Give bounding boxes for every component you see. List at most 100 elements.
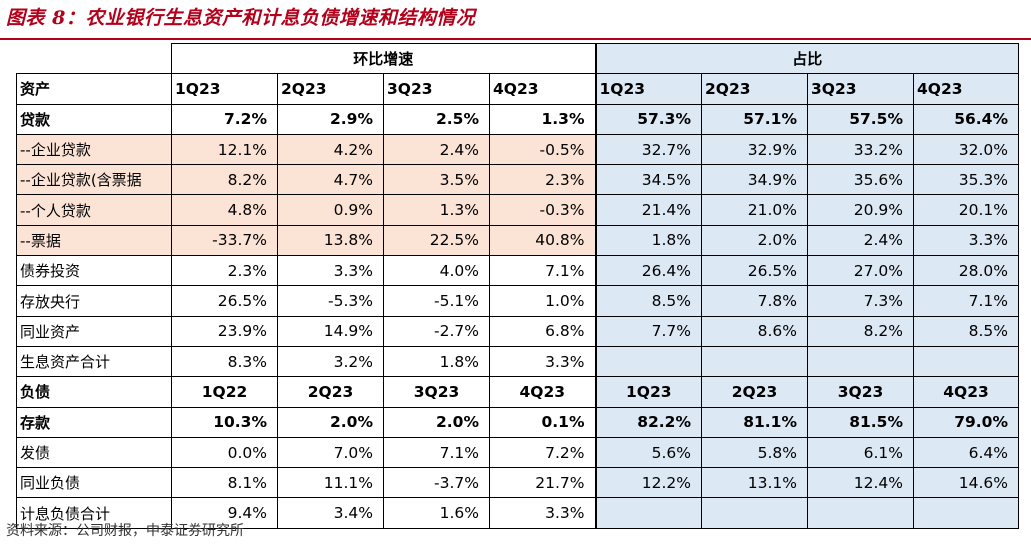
growth-cell: -33.7% bbox=[171, 224, 278, 257]
growth-cell: 4.7% bbox=[277, 164, 384, 196]
growth-cell: 0.1% bbox=[489, 406, 596, 438]
growth-cell: 2.4% bbox=[383, 133, 490, 166]
share-cell: 81.5% bbox=[807, 406, 914, 438]
growth-cell: 1.8% bbox=[383, 345, 490, 378]
share-cell bbox=[913, 345, 1019, 378]
growth-cell: 4.8% bbox=[171, 194, 278, 226]
share-cell: 26.4% bbox=[594, 255, 702, 287]
share-cell: 8.2% bbox=[807, 315, 914, 347]
growth-cell: 8.1% bbox=[171, 467, 278, 499]
growth-cell: 0.9% bbox=[277, 194, 384, 226]
growth-cell: 2.3% bbox=[171, 255, 278, 287]
share-cell bbox=[701, 497, 808, 529]
growth-cell: 7.1% bbox=[489, 255, 596, 287]
share-cell: 20.9% bbox=[807, 194, 914, 226]
growth-cell: 1.3% bbox=[489, 103, 596, 135]
growth-cell: 0.0% bbox=[171, 436, 278, 469]
table-row: --个人贷款 4.8% 0.9% 1.3% -0.3% 21.4% 21.0% 20.9% 20… bbox=[16, 194, 1019, 226]
growth-cell: 8.2% bbox=[171, 164, 278, 196]
share-cell: 2.0% bbox=[701, 224, 808, 257]
table-row: 计息负债合计 9.4% 3.4% 1.6% 3.3% bbox=[16, 497, 1019, 529]
share-cell: 3Q23 bbox=[807, 376, 914, 408]
growth-cell: 4Q23 bbox=[489, 376, 596, 408]
share-cell: 27.0% bbox=[807, 255, 914, 287]
share-cell: 57.5% bbox=[807, 103, 914, 135]
growth-cell: 2.0% bbox=[277, 406, 384, 438]
asset-section-label: 资产 bbox=[16, 73, 172, 105]
growth-cell: -5.1% bbox=[383, 285, 490, 317]
row-label: 存款 bbox=[16, 406, 172, 438]
share-cell: 3.3% bbox=[913, 224, 1019, 257]
share-cell: 34.5% bbox=[594, 164, 702, 196]
share-cell: 12.4% bbox=[807, 467, 914, 499]
table-row: 生息资产合计 8.3% 3.2% 1.8% 3.3% bbox=[16, 345, 1019, 378]
row-label: 同业资产 bbox=[16, 315, 172, 347]
growth-cell: 7.2% bbox=[171, 103, 278, 135]
growth-cell: 3.3% bbox=[277, 255, 384, 287]
share-cell: 5.8% bbox=[701, 436, 808, 469]
share-cell: 2Q23 bbox=[701, 376, 808, 408]
share-cell: 79.0% bbox=[913, 406, 1019, 438]
table-row: --票据 -33.7% 13.8% 22.5% 40.8% 1.8% 2.0% 2.4% 3.3… bbox=[16, 224, 1019, 257]
share-cell: 21.0% bbox=[701, 194, 808, 226]
share-cell bbox=[913, 497, 1019, 529]
quarter-header-row: 资产 1Q23 2Q23 3Q23 4Q23 1Q23 2Q23 3Q23 4Q… bbox=[16, 73, 1019, 105]
row-label: 贷款 bbox=[16, 103, 172, 135]
share-cell: 81.1% bbox=[701, 406, 808, 438]
row-label: 发债 bbox=[16, 436, 172, 469]
share-cell: 14.6% bbox=[913, 467, 1019, 499]
share-cell: 32.0% bbox=[913, 133, 1019, 166]
table-row: 债券投资 2.3% 3.3% 4.0% 7.1% 26.4% 26.5% 27.0% 28.0% bbox=[16, 255, 1019, 287]
share-cell bbox=[807, 345, 914, 378]
title-divider bbox=[0, 38, 1031, 40]
share-cell: 26.5% bbox=[701, 255, 808, 287]
growth-cell: -2.7% bbox=[383, 315, 490, 347]
share-cell: 34.9% bbox=[701, 164, 808, 196]
growth-cell: 3.3% bbox=[489, 345, 596, 378]
share-quarter-header: 4Q23 bbox=[913, 73, 1019, 105]
table-row: --企业贷款 12.1% 4.2% 2.4% -0.5% 32.7% 32.9% 33.2% 3… bbox=[16, 133, 1019, 166]
share-cell: 7.3% bbox=[807, 285, 914, 317]
growth-cell: 2.0% bbox=[383, 406, 490, 438]
share-cell: 6.1% bbox=[807, 436, 914, 469]
growth-cell: 12.1% bbox=[171, 133, 278, 166]
growth-quarter-header: 3Q23 bbox=[383, 73, 490, 105]
growth-quarter-header: 2Q23 bbox=[277, 73, 384, 105]
share-cell: 32.7% bbox=[594, 133, 702, 166]
growth-cell: 13.8% bbox=[277, 224, 384, 257]
share-cell: 7.1% bbox=[913, 285, 1019, 317]
growth-cell: 2.3% bbox=[489, 164, 596, 196]
growth-cell: 6.8% bbox=[489, 315, 596, 347]
share-cell: 1Q23 bbox=[594, 376, 702, 408]
growth-cell: 21.7% bbox=[489, 467, 596, 499]
row-label: 同业负债 bbox=[16, 467, 172, 499]
growth-cell: 9.4% bbox=[171, 497, 278, 529]
share-cell bbox=[594, 497, 702, 529]
group-header-row: 环比增速 占比 bbox=[16, 42, 1019, 75]
growth-cell: -0.3% bbox=[489, 194, 596, 226]
growth-quarter-header: 4Q23 bbox=[489, 73, 596, 105]
share-cell: 33.2% bbox=[807, 133, 914, 166]
growth-cell: 8.3% bbox=[171, 345, 278, 378]
growth-cell: 4.0% bbox=[383, 255, 490, 287]
share-cell: 1.8% bbox=[594, 224, 702, 257]
row-label: --个人贷款 bbox=[16, 194, 172, 226]
growth-cell: 1.3% bbox=[383, 194, 490, 226]
growth-cell: 14.9% bbox=[277, 315, 384, 347]
share-cell: 8.5% bbox=[913, 315, 1019, 347]
growth-cell: 1.0% bbox=[489, 285, 596, 317]
growth-cell: 7.0% bbox=[277, 436, 384, 469]
growth-cell: -0.5% bbox=[489, 133, 596, 166]
share-quarter-header: 3Q23 bbox=[807, 73, 914, 105]
share-cell bbox=[807, 497, 914, 529]
growth-cell: 7.1% bbox=[383, 436, 490, 469]
growth-cell: 7.2% bbox=[489, 436, 596, 469]
table-row: 负债 1Q22 2Q23 3Q23 4Q23 1Q23 2Q23 3Q23 4Q23 bbox=[16, 376, 1019, 408]
growth-cell: -3.7% bbox=[383, 467, 490, 499]
share-cell: 35.6% bbox=[807, 164, 914, 196]
share-cell: 21.4% bbox=[594, 194, 702, 226]
growth-cell: 11.1% bbox=[277, 467, 384, 499]
share-cell: 32.9% bbox=[701, 133, 808, 166]
share-cell: 6.4% bbox=[913, 436, 1019, 469]
share-cell: 57.3% bbox=[594, 103, 702, 135]
